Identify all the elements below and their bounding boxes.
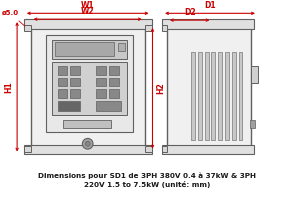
Bar [162,19,254,29]
Bar [31,25,145,152]
Bar [109,66,119,75]
Bar [145,146,152,152]
Bar [251,66,258,83]
Bar [24,146,31,152]
Bar [225,52,229,140]
Bar [145,25,152,31]
Bar [162,145,254,155]
Bar [58,89,67,98]
Bar [118,42,126,51]
Text: W1: W1 [81,1,95,10]
Bar [205,52,208,140]
Text: H2: H2 [156,82,165,94]
Bar [58,66,67,75]
Bar [70,78,80,86]
Bar [250,120,255,128]
Bar [70,89,80,98]
Text: D2: D2 [184,8,195,17]
Bar [218,52,222,140]
Text: 220V 1.5 to 7.5kW (unité: mm): 220V 1.5 to 7.5kW (unité: mm) [83,181,210,188]
Bar [58,78,67,86]
Bar [70,66,80,75]
Bar [96,101,121,111]
Bar [24,19,152,29]
Bar [96,89,106,98]
Bar [198,52,202,140]
Text: Dimensions pour SD1 de 3PH 380V 0.4 à 37kW & 3PH: Dimensions pour SD1 de 3PH 380V 0.4 à 37… [38,173,256,180]
Bar [212,52,215,140]
Bar [191,52,195,140]
Bar [162,146,167,152]
Bar [96,66,106,75]
Bar [24,145,152,155]
Bar [24,25,31,31]
Circle shape [82,138,93,149]
Text: D1: D1 [204,1,216,10]
Bar [109,78,119,86]
Bar [232,52,236,140]
Bar [58,101,80,111]
Text: ø5.0: ø5.0 [2,10,25,26]
Bar [55,42,114,56]
Bar [239,52,243,140]
Text: W2: W2 [81,7,95,16]
Text: H1: H1 [5,81,14,93]
Bar [52,40,127,59]
Bar [167,25,251,152]
Bar [52,62,127,115]
Bar [109,89,119,98]
Circle shape [85,141,90,146]
Bar [162,25,167,31]
Bar [62,120,111,128]
Bar [46,35,133,132]
Bar [96,78,106,86]
